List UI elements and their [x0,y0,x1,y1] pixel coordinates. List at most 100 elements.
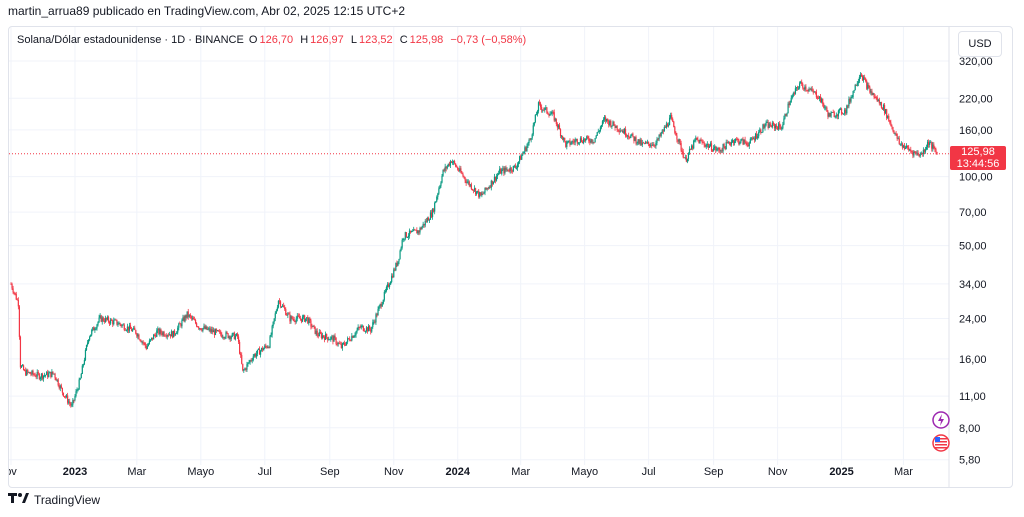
candle-body [492,181,495,185]
candle-body [882,105,885,110]
candle-body [132,329,134,332]
candle-body [42,375,45,379]
candle-body [868,84,870,88]
candle-body [765,122,767,126]
candle-body [697,139,699,141]
candle-body [898,138,900,144]
candle-body [43,375,46,377]
candle-body [86,342,89,346]
candle-body [773,124,776,129]
candle-body [233,332,235,340]
candle-body [259,350,262,355]
candle-body [276,307,278,311]
candle-body [807,90,809,92]
candle-body [632,133,634,137]
candle-body [886,109,888,119]
candle-body [532,125,534,135]
candle-body [157,328,159,331]
candle-body [102,317,104,321]
candle-body [849,99,851,102]
candle-body [781,128,783,130]
candle-body [546,107,548,113]
candle-body [386,284,389,288]
candle-body [679,139,681,144]
candle-body [239,341,241,354]
candle-body [829,113,831,117]
candle-body [793,93,795,94]
currency-button[interactable]: USD [958,31,1002,57]
candle-body [304,315,306,322]
candle-body [58,385,60,389]
candle-body [450,161,453,163]
candle-body [214,329,217,335]
candle-body [172,330,175,338]
candle-body [850,97,852,102]
candle-body [662,130,664,132]
candle-body [31,370,33,375]
candle-body [633,136,635,141]
candle-body [547,112,549,115]
candle-body [726,142,728,143]
candle-body [437,193,439,197]
candle-body [522,153,524,156]
candle-body [775,125,778,127]
candle-body [918,154,920,157]
candle-body [242,363,244,371]
candle-body [318,331,320,337]
candle-body [82,364,84,366]
price-chart[interactable]: 320,00 220,00 160,00 100,00 70,00 50,00 34,00 2… [9,27,1012,487]
candle-body [85,345,88,350]
candle-body [611,125,613,127]
candle-body [72,399,74,405]
candle-body [587,136,589,139]
candle-body [862,77,865,81]
candle-body [588,138,590,142]
candle-body [817,98,820,100]
candle-body [872,93,874,95]
candle-body [28,372,30,373]
candle-body [740,139,742,143]
candle-body [240,353,242,355]
candle-body [440,182,442,186]
candle-body [125,330,127,331]
candle-body [177,327,179,333]
candle-body [193,319,196,321]
candle-body [249,360,251,363]
candle-body [334,335,336,338]
candle-body [658,134,660,140]
candle-body [29,372,31,374]
candle-body [329,339,331,341]
candle-body [803,87,805,90]
candle-body [452,161,455,163]
candle-body [38,373,40,380]
candle-body [736,138,738,140]
candle-body [291,316,293,319]
candle-body [145,345,147,349]
candle-body [332,336,334,342]
candle-body [881,107,884,110]
candle-body [113,320,115,325]
candle-body [299,318,302,320]
x-tick-label: 2023 [63,466,87,478]
candle-body [376,314,378,316]
candle-body [25,370,27,376]
candle-body [864,77,866,79]
candle-body [541,107,543,111]
candle-body [510,167,512,171]
candle-body [321,335,324,338]
candle-body [707,144,709,148]
candle-body [916,152,918,154]
candle-body [415,229,417,231]
candle-body [62,392,65,397]
candle-body [57,379,59,386]
candle-body [169,334,172,337]
candle-body [180,323,182,327]
candle-body [543,109,545,111]
candle-body [280,306,283,308]
candle-body [512,165,514,172]
candle-body [378,306,380,310]
candle-body [835,114,837,117]
candle-body [201,329,203,331]
candle-body [255,353,257,357]
candle-body [846,105,848,114]
